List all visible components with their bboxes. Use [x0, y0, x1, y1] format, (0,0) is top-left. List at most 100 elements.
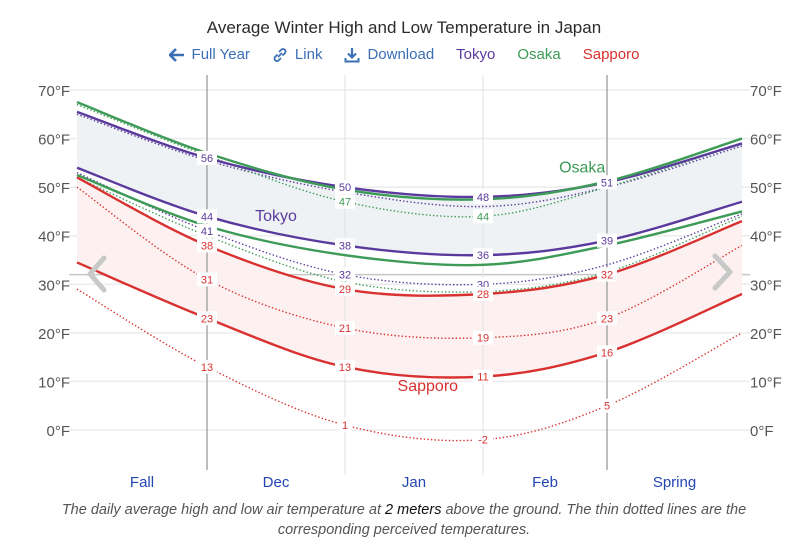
osaka-annotation: Osaka	[559, 160, 605, 177]
label-bg	[197, 311, 217, 326]
tokyo-low-line	[76, 166, 743, 257]
label-bg	[597, 345, 617, 360]
y-tick-label: 70°F	[750, 83, 782, 100]
data-label: 31	[201, 274, 213, 286]
data-label: 21	[339, 323, 351, 335]
x-label-fall: Fall	[130, 474, 154, 491]
data-label: 23	[201, 313, 213, 325]
next-button[interactable]	[712, 253, 733, 291]
sapporo-low-perceived-line	[76, 288, 743, 442]
data-label: 28	[477, 289, 489, 301]
data-label: 29	[339, 284, 351, 296]
data-label: 36	[477, 250, 489, 262]
label-bg	[473, 189, 493, 204]
y-tick-label: 30°F	[750, 277, 782, 294]
osaka-high-perceived-line	[76, 103, 743, 218]
sapporo-annotation: Sapporo	[398, 378, 459, 395]
label-bg	[473, 248, 493, 263]
series-lines	[76, 101, 743, 442]
tokyo-low-perceived-line	[76, 171, 743, 286]
link-icon	[273, 47, 287, 62]
data-label: 47	[339, 197, 351, 209]
sapporo-band	[77, 177, 742, 378]
caption-emphasis: 2 meters	[385, 502, 442, 518]
data-label: 51	[601, 177, 613, 189]
x-label-dec: Dec	[263, 474, 290, 491]
data-label: 19	[477, 333, 489, 345]
data-label: 32	[339, 270, 351, 282]
annotations: Tokyo Osaka Sapporo	[255, 160, 605, 396]
label-bg	[338, 418, 352, 433]
data-label: 38	[201, 240, 213, 252]
data-label: 16	[601, 347, 613, 359]
download-label: Download	[367, 46, 435, 63]
y-tick-label: 20°F	[38, 326, 70, 343]
data-label: 11	[477, 372, 488, 384]
chart-title: Average Winter High and Low Temperature …	[206, 18, 602, 37]
data-label: 32	[601, 270, 613, 282]
link-button[interactable]: Link	[272, 46, 323, 63]
x-label-jan: Jan	[402, 474, 426, 491]
label-bg	[473, 330, 493, 345]
y-tick-label: 40°F	[38, 229, 70, 246]
sapporo-low-line	[76, 261, 743, 379]
y-tick-label: 60°F	[750, 132, 782, 149]
legend-osaka[interactable]: Osaka	[517, 46, 561, 63]
osaka-low-line	[76, 173, 743, 267]
label-bg	[197, 272, 217, 287]
sapporo-high-perceived-line	[76, 186, 743, 339]
y-tick-label: 0°F	[46, 423, 70, 440]
osaka-high-line	[76, 101, 743, 201]
sapporo-high-line	[76, 176, 743, 297]
chevron-right-icon	[712, 253, 733, 291]
tokyo-band	[77, 111, 742, 256]
y-tick-label: 30°F	[38, 277, 70, 294]
y-tick-label: 40°F	[750, 229, 782, 246]
chevron-left-icon	[87, 255, 107, 293]
download-button[interactable]: Download	[344, 46, 434, 63]
label-bg	[597, 311, 617, 326]
y-axis-right: 0°F 10°F 20°F 30°F 40°F 50°F 60°F 70°F	[750, 83, 782, 440]
prev-button[interactable]	[87, 255, 107, 293]
label-bg	[335, 180, 355, 195]
y-tick-label: 10°F	[38, 374, 70, 391]
x-label-spring: Spring	[653, 474, 696, 491]
full-year-button[interactable]: Full Year	[168, 46, 250, 63]
caption-part1: The daily average high and low air tempe…	[61, 502, 386, 518]
label-bg	[335, 359, 355, 374]
range-bands	[77, 111, 742, 378]
data-label: 5	[604, 401, 610, 413]
label-bg	[597, 233, 617, 248]
full-year-label: Full Year	[191, 46, 250, 63]
osaka-low-perceived-line	[76, 176, 743, 293]
label-bg	[473, 432, 493, 447]
x-label-feb: Feb	[532, 474, 558, 491]
label-bg	[597, 175, 617, 190]
y-tick-label: 20°F	[750, 326, 782, 343]
label-bg	[335, 267, 355, 282]
y-tick-label: 50°F	[38, 180, 70, 197]
label-bg	[335, 194, 355, 209]
download-icon	[344, 47, 360, 62]
label-bg	[597, 267, 617, 282]
label-bg	[197, 359, 217, 374]
label-bg	[197, 223, 217, 238]
data-label: 39	[601, 236, 613, 248]
legend-tokyo[interactable]: Tokyo	[456, 46, 496, 63]
data-label: 13	[201, 362, 213, 374]
x-axis: Fall Dec Jan Feb Spring	[130, 474, 696, 491]
legend-sapporo[interactable]: Sapporo	[582, 46, 640, 63]
y-tick-label: 10°F	[750, 374, 782, 391]
label-bg	[473, 369, 493, 384]
y-tick-label: 0°F	[750, 423, 774, 440]
link-label: Link	[294, 46, 323, 63]
data-label: 41	[201, 226, 213, 238]
data-label: 44	[201, 211, 213, 223]
chart-caption: The daily average high and low air tempe…	[40, 500, 768, 540]
label-bg	[473, 287, 493, 302]
data-label: 44	[477, 211, 489, 223]
data-label: 56	[201, 153, 213, 165]
data-label: -2	[478, 435, 488, 447]
